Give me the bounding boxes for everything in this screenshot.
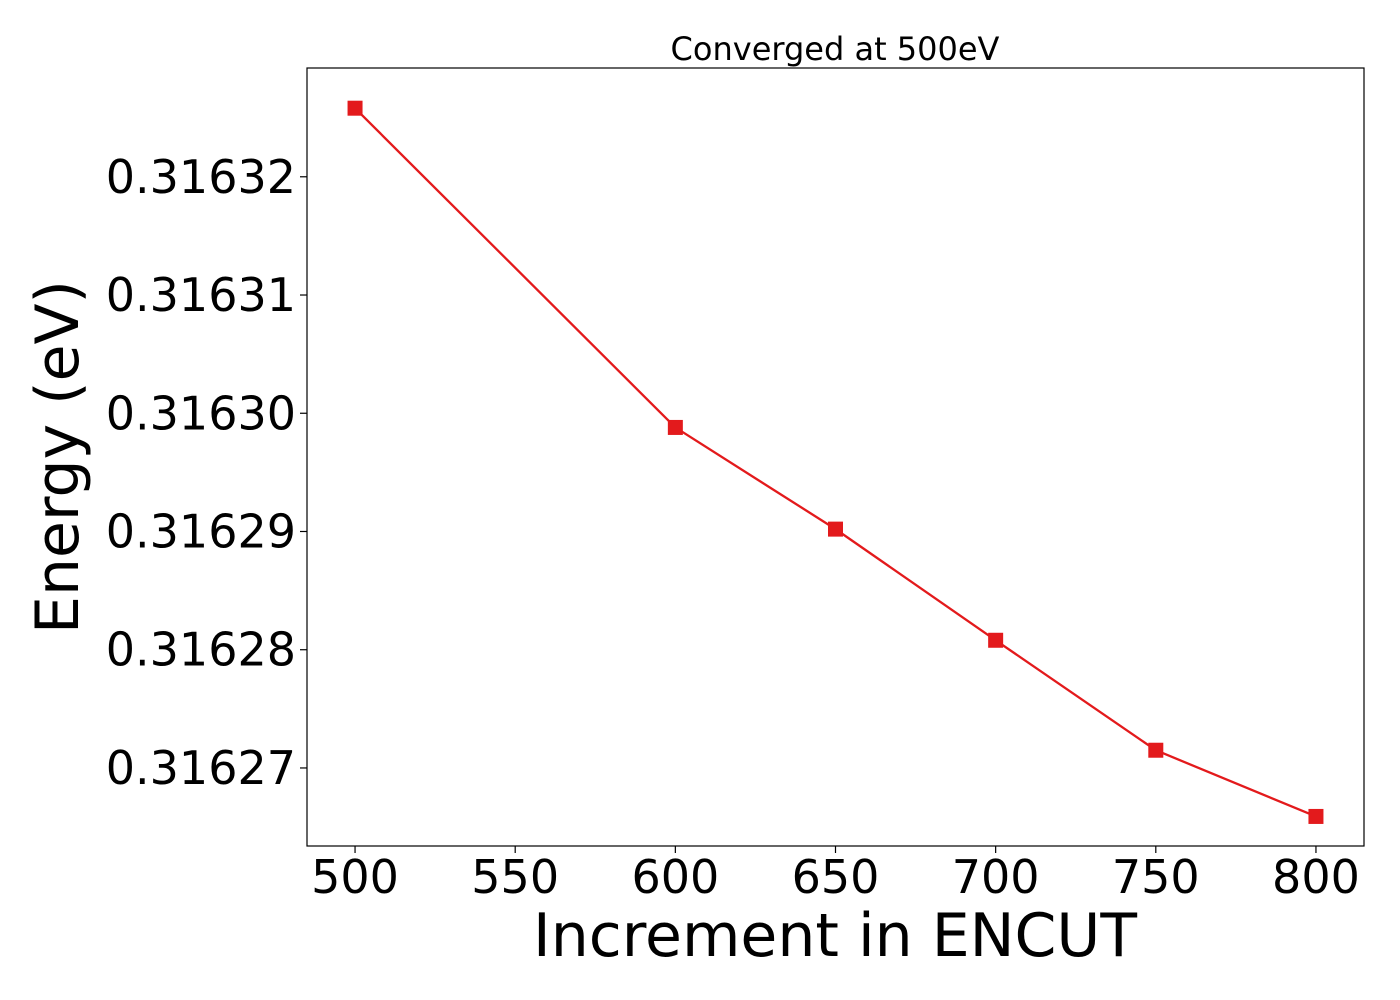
data-point-marker bbox=[988, 632, 1004, 648]
chart-title: Converged at 500eV bbox=[671, 30, 1000, 68]
x-axis-title: Increment in ENCUT bbox=[533, 901, 1137, 971]
x-tick-label: 500 bbox=[311, 850, 399, 904]
x-tick-label: 600 bbox=[631, 850, 719, 904]
x-tick-label: 700 bbox=[952, 850, 1040, 904]
data-point-marker bbox=[1308, 808, 1324, 824]
y-tick-label: 0.31628 bbox=[106, 623, 296, 677]
y-tick-label: 0.31631 bbox=[106, 268, 296, 322]
y-axis-title: Energy (eV) bbox=[23, 280, 93, 634]
x-tick-label: 550 bbox=[471, 850, 559, 904]
data-point-marker bbox=[667, 419, 683, 435]
y-tick-label: 0.31630 bbox=[106, 386, 296, 440]
data-point-marker bbox=[347, 100, 363, 116]
x-tick-label: 750 bbox=[1112, 850, 1200, 904]
y-tick-label: 0.31632 bbox=[106, 150, 296, 204]
series-line bbox=[354, 107, 1317, 818]
y-tick-label: 0.31629 bbox=[106, 504, 296, 558]
x-tick-label: 800 bbox=[1272, 850, 1360, 904]
plot-area bbox=[347, 100, 1324, 824]
y-tick-label: 0.31627 bbox=[106, 741, 296, 795]
x-axis: 500 550 600 650 700 750 800 bbox=[311, 846, 1360, 904]
data-point-marker bbox=[828, 521, 843, 537]
data-point-marker bbox=[1148, 742, 1164, 758]
x-tick-label: 650 bbox=[792, 850, 880, 904]
y-axis: 0.31627 0.31628 0.31629 0.31630 0.31631 0.316… bbox=[106, 150, 307, 795]
